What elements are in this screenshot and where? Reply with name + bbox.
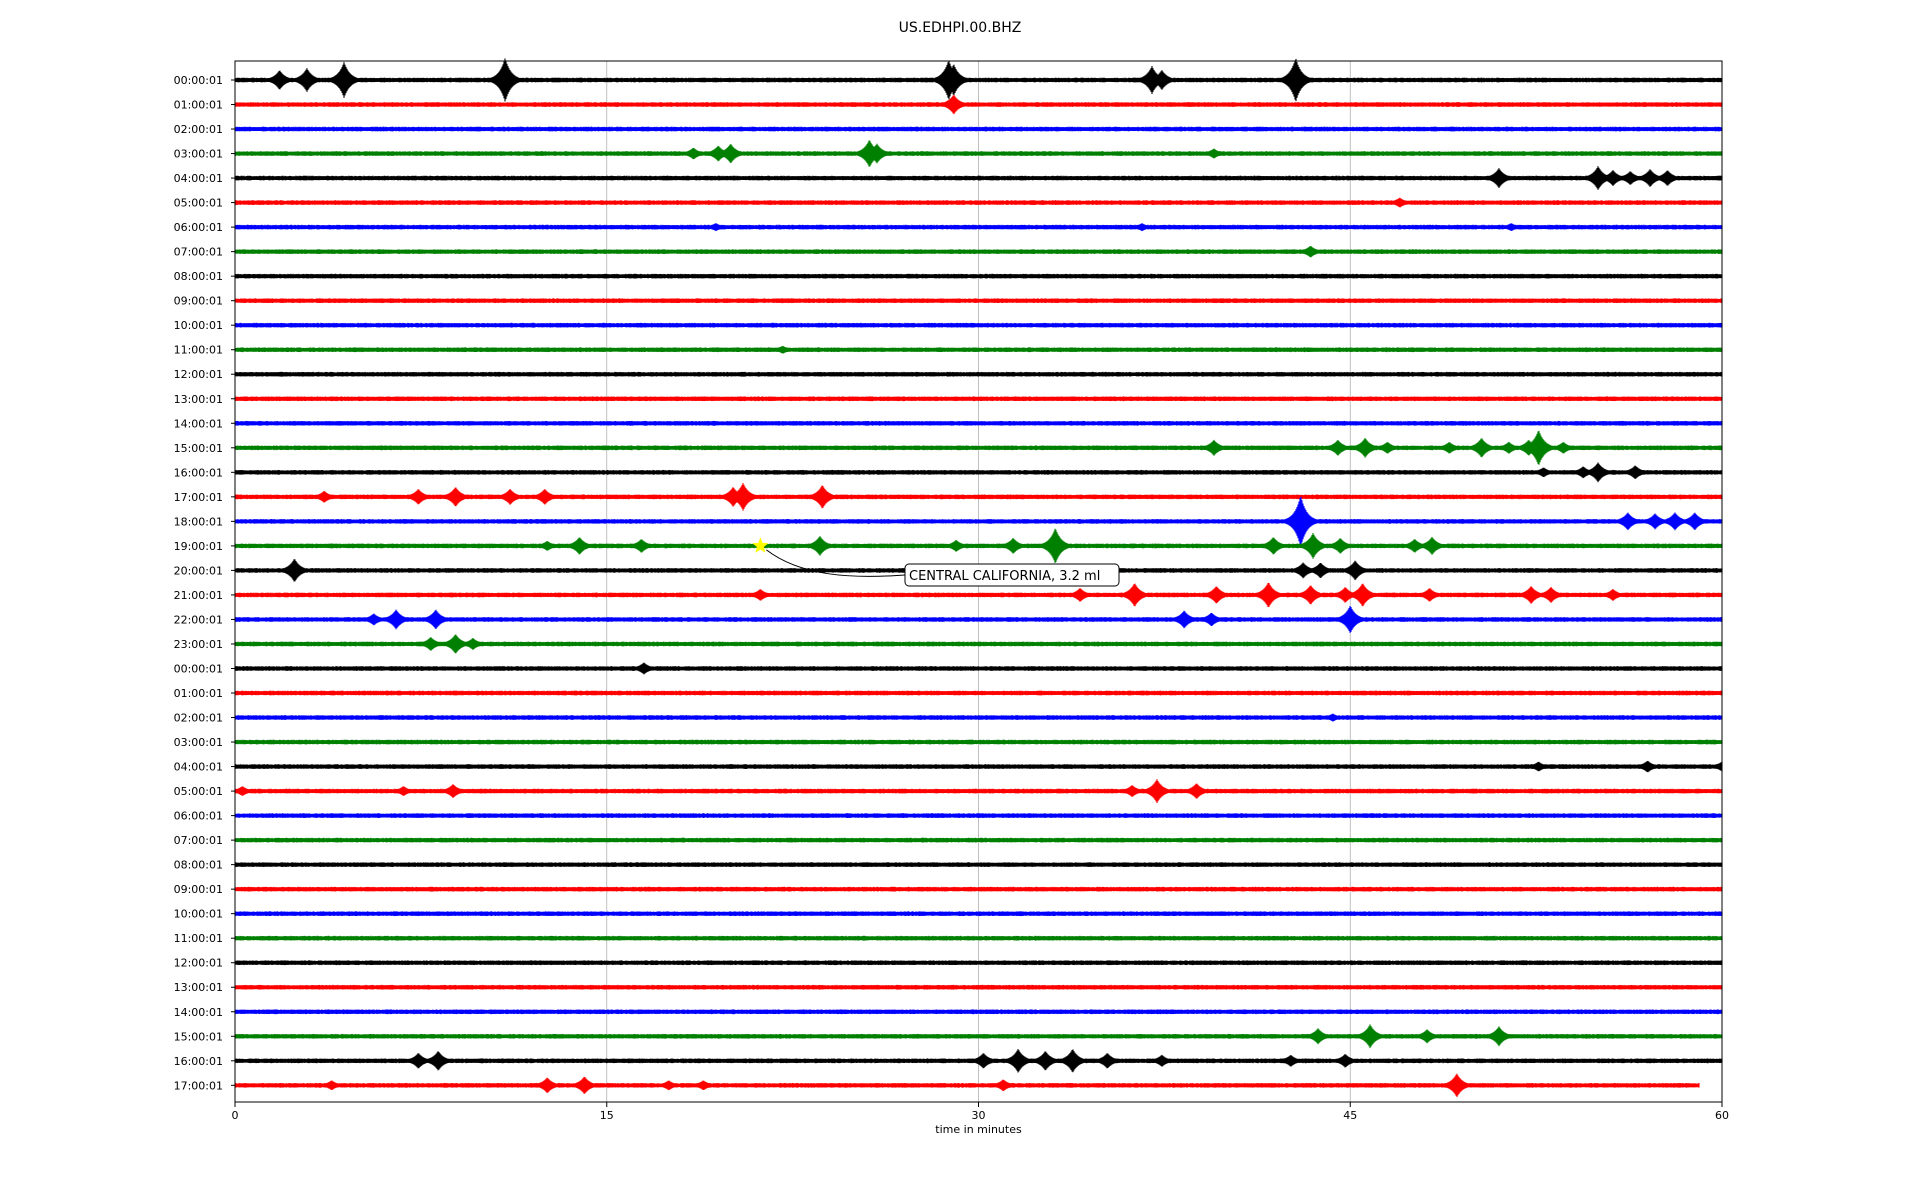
seismic-trace — [234, 223, 1723, 232]
x-tick-label: 15 — [600, 1109, 614, 1122]
seismic-trace — [234, 396, 1723, 402]
row-time-label: 21:00:01 — [174, 589, 223, 602]
row-time-label: 03:00:01 — [174, 736, 223, 749]
x-tick-label: 30 — [972, 1109, 986, 1122]
seismic-trace — [234, 862, 1723, 868]
row-time-label: 12:00:01 — [174, 957, 223, 970]
seismic-trace — [234, 911, 1723, 917]
seismic-trace — [234, 496, 1723, 547]
row-time-label: 09:00:01 — [174, 883, 223, 896]
row-time-label: 09:00:01 — [174, 295, 223, 308]
row-time-label: 16:00:01 — [174, 466, 223, 479]
row-time-label: 10:00:01 — [174, 908, 223, 921]
seismic-trace — [234, 690, 1723, 696]
row-time-label: 04:00:01 — [174, 761, 223, 774]
row-time-label: 01:00:01 — [174, 687, 223, 700]
annotation-arrow — [766, 549, 906, 577]
seismic-trace — [234, 126, 1723, 132]
row-time-label: 05:00:01 — [174, 197, 223, 210]
seismic-trace — [234, 197, 1723, 208]
seismic-trace — [234, 58, 1723, 102]
seismic-trace — [234, 345, 1723, 354]
row-time-label: 00:00:01 — [174, 662, 223, 675]
seismic-trace — [234, 371, 1723, 377]
row-time-label: 17:00:01 — [174, 491, 223, 504]
x-tick-label: 0 — [232, 1109, 239, 1122]
row-time-label: 14:00:01 — [174, 1006, 223, 1019]
seismic-trace — [234, 298, 1723, 304]
row-time-label: 15:00:01 — [174, 442, 223, 455]
row-time-label: 00:00:01 — [174, 74, 223, 87]
seismic-trace — [234, 760, 1723, 773]
row-time-label: 10:00:01 — [174, 319, 223, 332]
seismic-trace — [234, 886, 1723, 892]
row-time-label: 03:00:01 — [174, 148, 223, 161]
row-time-label: 14:00:01 — [174, 417, 223, 430]
seismic-trace — [234, 984, 1723, 990]
row-time-label: 23:00:01 — [174, 638, 223, 651]
x-axis-label: time in minutes — [935, 1123, 1022, 1136]
row-time-label: 16:00:01 — [174, 1055, 223, 1068]
row-time-label: 02:00:01 — [174, 123, 223, 136]
seismic-trace — [234, 166, 1723, 190]
row-time-label: 12:00:01 — [174, 368, 223, 381]
row-time-label: 11:00:01 — [174, 344, 223, 357]
seismic-trace — [234, 140, 1723, 167]
row-time-label: 07:00:01 — [174, 834, 223, 847]
seismic-trace — [234, 462, 1723, 483]
annotation-box — [904, 563, 1120, 587]
row-time-label: 11:00:01 — [174, 932, 223, 945]
event-star-icon — [752, 537, 769, 553]
row-time-label: 08:00:01 — [174, 270, 223, 283]
row-time-label: 01:00:01 — [174, 99, 223, 112]
row-time-label: 22:00:01 — [174, 613, 223, 626]
row-time-label: 08:00:01 — [174, 859, 223, 872]
seismic-trace — [234, 662, 1723, 675]
row-time-label: 17:00:01 — [174, 1079, 223, 1092]
seismic-trace — [234, 960, 1723, 966]
seismic-trace — [234, 1073, 1700, 1098]
annotation-label: CENTRAL CALIFORNIA, 3.2 ml — [909, 569, 1100, 584]
seismic-trace — [234, 482, 1723, 511]
seismic-trace — [234, 713, 1723, 722]
x-tick-label: 60 — [1715, 1109, 1729, 1122]
seismic-trace — [234, 1009, 1723, 1015]
seismic-trace — [234, 1024, 1723, 1049]
seismic-trace — [234, 245, 1723, 258]
row-time-label: 04:00:01 — [174, 172, 223, 185]
chart-title: US.EDHPI.00.BHZ — [898, 20, 1022, 36]
seismic-trace — [234, 582, 1723, 608]
seismic-trace — [234, 94, 1723, 115]
row-time-label: 18:00:01 — [174, 515, 223, 528]
x-tick-label: 45 — [1343, 1109, 1357, 1122]
seismic-trace — [234, 1049, 1723, 1073]
seismic-trace — [234, 837, 1723, 843]
row-time-label: 07:00:01 — [174, 246, 223, 259]
seismic-trace — [234, 813, 1723, 819]
row-time-label: 13:00:01 — [174, 393, 223, 406]
row-time-label: 05:00:01 — [174, 785, 223, 798]
seismic-trace — [234, 605, 1723, 633]
row-time-label: 06:00:01 — [174, 221, 223, 234]
seismic-trace — [234, 779, 1723, 804]
row-time-label: 19:00:01 — [174, 540, 223, 553]
seismic-trace — [234, 273, 1723, 279]
seismic-trace — [234, 322, 1723, 328]
row-time-label: 02:00:01 — [174, 712, 223, 725]
row-time-label: 06:00:01 — [174, 810, 223, 823]
row-time-label: 15:00:01 — [174, 1030, 223, 1043]
row-time-label: 20:00:01 — [174, 564, 223, 577]
seismic-trace — [234, 420, 1723, 426]
seismic-trace — [234, 634, 1723, 654]
seismic-trace — [234, 739, 1723, 745]
seismic-trace — [234, 430, 1723, 465]
seismic-trace — [234, 935, 1723, 941]
row-time-label: 13:00:01 — [174, 981, 223, 994]
seismic-trace — [234, 528, 1723, 564]
